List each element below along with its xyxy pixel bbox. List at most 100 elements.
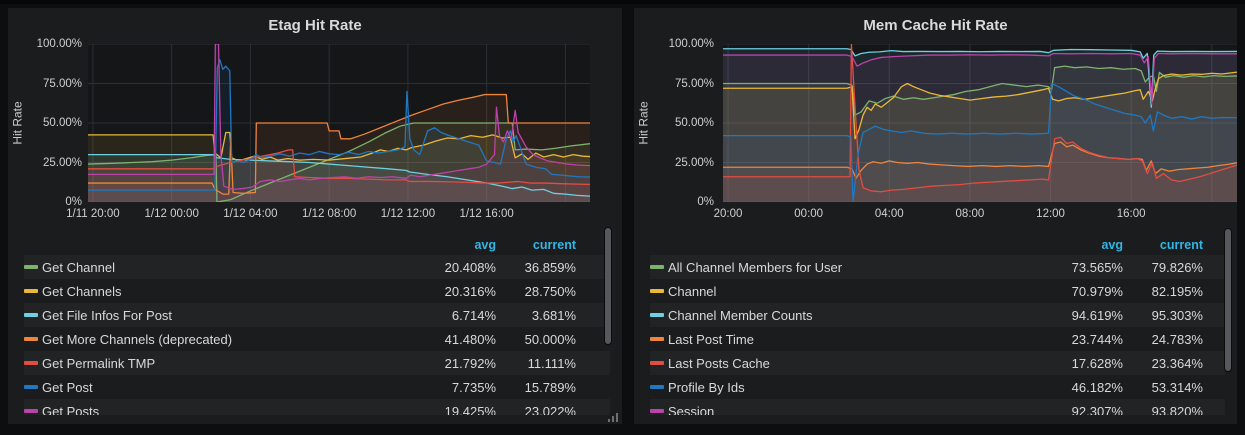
series-line <box>723 49 1237 107</box>
series-name[interactable]: Get Channels <box>42 283 122 299</box>
series-avg-value: 41.480% <box>444 331 496 347</box>
x-tick: 1/11 20:00 <box>66 208 120 220</box>
series-line <box>88 123 590 202</box>
series-name[interactable]: Get Permalink TMP <box>42 355 156 371</box>
y-tick: 100.00% <box>668 38 714 50</box>
panel-resize-handle[interactable] <box>608 412 619 422</box>
legend-row[interactable]: Profile By Ids 46.182% 53.314% <box>650 375 1225 399</box>
panel-title[interactable]: Mem Cache Hit Rate <box>863 16 1008 34</box>
legend-row[interactable]: Channel Member Counts 94.619% 95.303% <box>650 303 1225 327</box>
series-name[interactable]: All Channel Members for User <box>668 259 843 275</box>
y-axis-ticks: 100.00% 75.00% 50.00% 25.00% 0% <box>22 38 84 208</box>
series-avg-value: 20.408% <box>444 259 496 275</box>
x-tick: 1/12 08:00 <box>301 208 357 220</box>
series-avg-value: 19.425% <box>444 403 496 416</box>
legend-row[interactable]: Channel 70.979% 82.195% <box>650 279 1225 303</box>
series-avg-value: 73.565% <box>1071 259 1123 275</box>
series-current-value: 53.314% <box>1151 379 1203 395</box>
legend-row[interactable]: Get Channels 20.316% 28.750% <box>24 279 610 303</box>
series-current-value: 82.195% <box>1151 283 1203 299</box>
legend-sort-avg[interactable]: avg <box>474 237 496 252</box>
mem-cache-hit-rate-chart[interactable] <box>723 44 1237 202</box>
series-current-value: 15.789% <box>524 379 576 395</box>
series-color-swatch-icon <box>24 337 42 341</box>
legend-header-row: avg current <box>650 234 1225 255</box>
y-tick: 0% <box>65 196 82 208</box>
series-color-swatch-icon <box>24 361 42 365</box>
x-tick: 16:00 <box>1116 208 1146 220</box>
series-name[interactable]: Last Posts Cache <box>668 355 770 371</box>
panel-title[interactable]: Etag Hit Rate <box>268 16 362 34</box>
legend-table: avg current Get Channel 20.408% 36.859% Get… <box>24 234 610 415</box>
page-top-strip <box>0 0 1245 4</box>
series-avg-value: 92.307% <box>1071 403 1123 416</box>
series-color-swatch-icon <box>650 289 668 293</box>
series-avg-value: 46.182% <box>1071 379 1123 395</box>
panel-title-bar: Mem Cache Hit Rate <box>634 12 1237 38</box>
series-color-swatch-icon <box>650 337 668 341</box>
legend-row[interactable]: Last Posts Cache 17.628% 23.364% <box>650 351 1225 375</box>
series-name[interactable]: Get Channel <box>42 259 115 275</box>
series-color-swatch-icon <box>650 385 668 389</box>
legend-row[interactable]: Get Posts 19.425% 23.022% <box>24 399 610 415</box>
x-tick: 04:00 <box>874 208 904 220</box>
series-line <box>88 95 590 195</box>
series-name[interactable]: Session <box>668 403 715 416</box>
series-area <box>88 94 590 202</box>
y-tick: 75.00% <box>674 77 714 90</box>
legend-row[interactable]: Session 92.307% 93.820% <box>650 399 1225 415</box>
x-axis-ticks: 20:00 00:00 04:00 08:00 12:00 16:00 <box>714 208 1237 224</box>
series-color-swatch-icon <box>650 313 668 317</box>
x-tick: 1/12 16:00 <box>459 208 514 220</box>
series-current-value: 24.783% <box>1151 331 1203 347</box>
legend-scrollbar-thumb[interactable] <box>1224 228 1232 372</box>
etag-hit-rate-chart[interactable] <box>88 44 590 202</box>
series-avg-value: 6.714% <box>451 307 496 323</box>
x-tick: 20:00 <box>713 208 743 220</box>
series-avg-value: 7.735% <box>451 379 496 395</box>
y-tick: 25.00% <box>42 156 82 169</box>
series-name[interactable]: Channel Member Counts <box>668 307 813 323</box>
legend-row[interactable]: Get Channel 20.408% 36.859% <box>24 255 610 279</box>
y-axis-ticks: 100.00% 75.00% 50.00% 25.00% 0% <box>650 38 716 208</box>
panel-title-bar: Etag Hit Rate <box>8 12 622 38</box>
series-area <box>88 44 590 202</box>
series-name[interactable]: Get Post <box>42 379 93 395</box>
legend-sort-current[interactable]: current <box>532 237 576 252</box>
series-name[interactable]: Channel <box>668 283 717 299</box>
legend-row[interactable]: Get More Channels (deprecated) 41.480% 50.… <box>24 327 610 351</box>
legend-sort-current[interactable]: current <box>1159 237 1203 252</box>
series-name[interactable]: Get File Infos For Post <box>42 307 173 323</box>
series-avg-value: 17.628% <box>1071 355 1123 371</box>
legend-row[interactable]: Get Post 7.735% 15.789% <box>24 375 610 399</box>
series-color-swatch-icon <box>650 409 668 413</box>
series-name[interactable]: Profile By Ids <box>668 379 745 395</box>
series-current-value: 79.826% <box>1151 259 1203 275</box>
series-name[interactable]: Get More Channels (deprecated) <box>42 331 233 347</box>
series-line <box>88 60 590 190</box>
series-current-value: 36.859% <box>524 259 576 275</box>
legend-scrollbar-thumb[interactable] <box>604 227 612 345</box>
series-line <box>723 84 1237 203</box>
series-color-swatch-icon <box>24 289 42 293</box>
y-tick: 50.00% <box>674 117 714 129</box>
series-current-value: 50.000% <box>524 331 576 347</box>
series-current-value: 93.820% <box>1151 403 1203 416</box>
y-tick: 75.00% <box>42 77 82 90</box>
series-avg-value: 20.316% <box>444 283 496 299</box>
series-line <box>723 142 1237 178</box>
series-avg-value: 70.979% <box>1071 283 1123 299</box>
legend-row[interactable]: Last Post Time 23.744% 24.783% <box>650 327 1225 351</box>
legend-sort-avg[interactable]: avg <box>1101 237 1123 252</box>
series-line <box>723 66 1237 115</box>
series-current-value: 3.681% <box>531 307 576 323</box>
legend-row[interactable]: Get File Infos For Post 6.714% 3.681% <box>24 303 610 327</box>
series-current-value: 95.303% <box>1151 307 1203 323</box>
legend-row[interactable]: Get Permalink TMP 21.792% 11.111% <box>24 351 610 375</box>
legend-row[interactable]: All Channel Members for User 73.565% 79.82… <box>650 255 1225 279</box>
series-name[interactable]: Get Posts <box>42 403 100 416</box>
x-tick: 1/12 04:00 <box>223 208 278 220</box>
series-area <box>723 141 1237 202</box>
series-name[interactable]: Last Post Time <box>668 331 754 347</box>
x-tick: 08:00 <box>955 208 985 220</box>
